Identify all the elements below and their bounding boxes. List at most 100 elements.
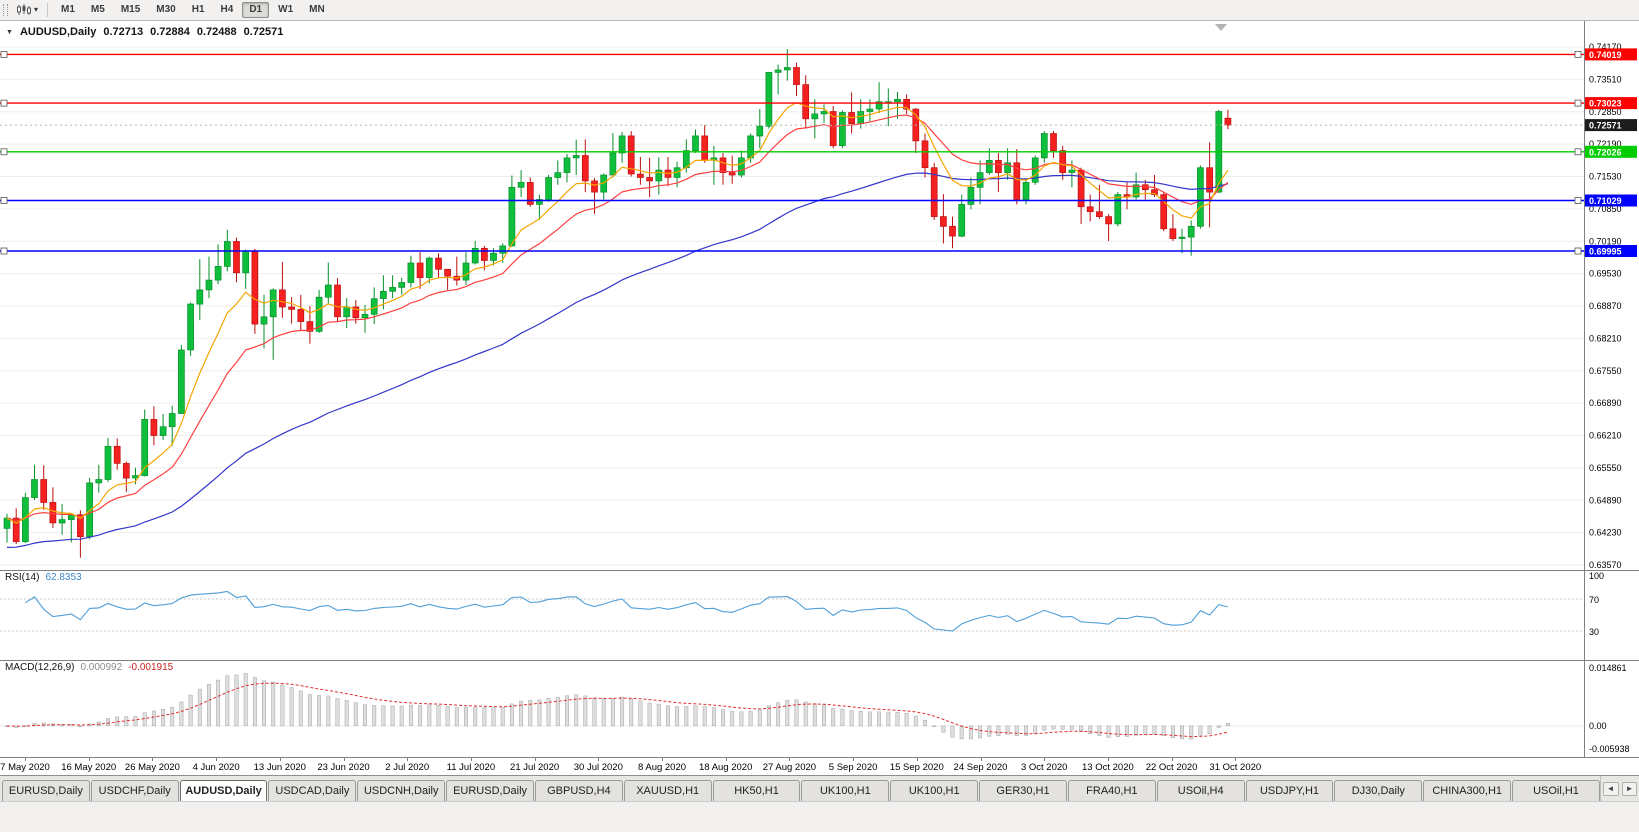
macd-histogram [5,673,1230,740]
chart-tab[interactable]: USDJPY,H1 [1245,780,1334,801]
hline-handle[interactable] [1574,247,1582,255]
hline-handle[interactable] [0,247,8,255]
date-tick [534,758,536,761]
rsi-chart[interactable]: 100 70 30 [0,570,1639,660]
date-tick [279,758,281,761]
chart-tab[interactable]: USDCNH,Daily [357,780,446,801]
chart-tab[interactable]: DJ30,Daily [1334,780,1423,801]
chart-tab[interactable]: USOil,H1 [1512,780,1600,801]
date-tick [25,758,26,761]
date-label: 8 Aug 2020 [637,762,687,773]
hline-handle[interactable] [1574,50,1582,58]
horizontal-line[interactable] [0,148,1584,156]
date-tick [598,758,600,761]
timeframe-button-h4[interactable]: H4 [220,4,234,15]
chart-tab[interactable]: GER30,H1 [979,780,1067,801]
date-label: 26 May 2020 [124,762,180,773]
date-tick [216,758,218,761]
hline-handle[interactable] [1574,99,1582,107]
chart-tab[interactable]: GBPUSD,H4 [534,780,623,801]
chart-tab[interactable]: HK50,H1 [712,780,801,801]
chart-type-button[interactable]: ▾ [13,3,42,17]
ohlc-low: 0.72488 [196,26,237,38]
date-tick [1235,758,1237,761]
chart-tabs: EURUSD,Daily USDCHF,Daily AUDUSD,Daily USDC… [0,776,1600,801]
hline-handle[interactable] [0,148,8,156]
horizontal-line[interactable] [0,50,1584,58]
tabs-scroll-left-button[interactable]: ◄ [1602,781,1619,796]
date-tick [1107,758,1109,761]
hline-handle[interactable] [1574,148,1582,156]
date-tick [662,758,663,761]
svg-text:0.67550: 0.67550 [1589,366,1622,376]
macd-indicator-pane[interactable]: 0.014861 0.00 -0.005938 [0,660,1639,757]
hline-handle[interactable] [0,99,8,107]
price-badge: 0.72571 [1585,119,1637,132]
date-label: 13 Jun 2020 [253,762,306,773]
macd-chart[interactable]: 0.014861 0.00 -0.005938 [0,660,1639,757]
date-label: 30 Jul 2020 [573,762,623,773]
horizontal-line[interactable] [0,247,1584,255]
date-label: 15 Sep 2020 [889,762,944,773]
date-tick [853,758,855,761]
date-tick [407,758,409,761]
macd-signal-value: -0.001915 [128,662,174,673]
macd-label: MACD(12,26,9) 0.000992 -0.001915 [5,662,173,673]
one-click-trading-arrow[interactable]: ▼ [6,28,13,36]
timeframe-button-m1[interactable]: M1 [61,4,75,15]
rsi-line [25,590,1229,632]
ma-fast-line[interactable] [6,101,1229,524]
ohlc-close: 0.72571 [243,26,284,38]
hline-handle[interactable] [0,50,8,58]
timeframe-button-m30[interactable]: M30 [156,4,176,15]
date-axis[interactable]: 7 May 2020 16 May 2020 26 May 2020 4 Jun 20… [0,757,1639,775]
chart-tab[interactable]: USDCAD,Daily [268,780,357,801]
date-label: 3 Oct 2020 [1020,762,1068,773]
ma-slow-line[interactable] [6,172,1229,548]
chart-tab[interactable]: FRA40,H1 [1067,780,1156,801]
svg-text:0.72571: 0.72571 [1589,121,1622,131]
chart-tab[interactable]: AUDUSD,Daily [179,780,268,801]
timeframe-group: M1 M5 M15 M30 H1 H4 D1 W1 MN [53,2,333,18]
svg-text:0.69995: 0.69995 [1589,247,1622,257]
svg-text:0.73510: 0.73510 [1589,74,1622,84]
timeframe-button-m15[interactable]: M15 [120,4,141,15]
price-badge: 0.72026 [1585,145,1637,158]
horizontal-line[interactable] [0,99,1584,107]
date-label: 11 Jul 2020 [446,762,496,773]
timeframe-button-m5[interactable]: M5 [90,4,105,15]
hline-handle[interactable] [0,197,8,204]
price-chart-pane[interactable]: 0.74170 0.73510 0.72850 0.72190 0.71530 0.708… [0,21,1639,570]
chart-tab[interactable]: CHINA300,H1 [1423,780,1512,801]
timeframe-button-h1[interactable]: H1 [191,4,205,15]
timeframe-button-w1[interactable]: W1 [278,4,294,15]
svg-text:0.68870: 0.68870 [1589,301,1622,311]
tab-scroll-arrows: ◄ ► [1600,776,1639,801]
svg-text:30: 30 [1589,627,1599,637]
candles-layer [3,49,1232,558]
ohlc-open: 0.72713 [103,26,144,38]
chart-tab[interactable]: EURUSD,Daily [2,780,90,801]
chart-tab[interactable]: USOil,H4 [1156,780,1245,801]
toolbar-separator [47,3,49,17]
toolbar-grip[interactable] [3,4,8,16]
svg-text:0.65550: 0.65550 [1589,463,1622,473]
chart-tab[interactable]: USDCHF,Daily [90,780,179,801]
hline-handle[interactable] [1574,197,1582,204]
rsi-name: RSI(14) [5,572,40,583]
chart-tab[interactable]: UK100,H1 [890,780,979,801]
chart-tab[interactable]: XAUUSD,H1 [623,780,712,801]
main-price-chart[interactable]: 0.74170 0.73510 0.72850 0.72190 0.71530 0.708… [0,21,1639,570]
tabs-scroll-right-button[interactable]: ► [1621,781,1638,796]
timeframe-button-mn[interactable]: MN [309,4,325,15]
rsi-indicator-pane[interactable]: 100 70 30 [0,570,1639,660]
timeframe-button-d1[interactable]: D1 [242,2,270,18]
date-tick [152,758,154,761]
ma-medium-line[interactable] [6,114,1229,522]
svg-text:0.68210: 0.68210 [1589,333,1622,343]
date-label: 7 May 2020 [0,762,50,773]
chart-tab[interactable]: UK100,H1 [801,780,890,801]
chart-tab[interactable]: EURUSD,Daily [446,780,534,801]
chart-shift-marker[interactable] [1215,24,1227,31]
horizontal-line[interactable] [0,197,1584,204]
